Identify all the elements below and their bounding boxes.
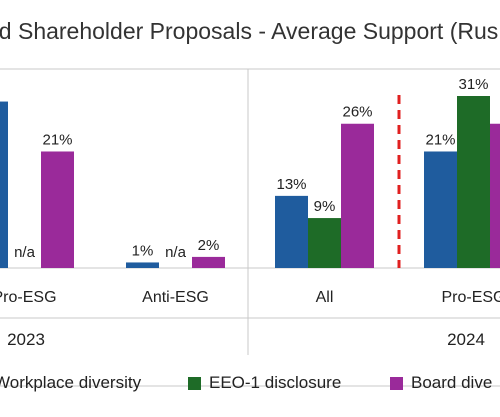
bar xyxy=(424,151,457,268)
data-label-na: n/a xyxy=(14,244,36,261)
chart-title: ed Shareholder Proposals - Average Suppo… xyxy=(0,18,499,44)
bar xyxy=(457,96,490,268)
category-label: All xyxy=(316,289,334,306)
year-label: 2023 xyxy=(7,330,45,349)
data-label-layer: %n/a21%1%n/a2%13%9%26%21%31%2 xyxy=(14,76,488,261)
bar xyxy=(308,218,341,268)
data-label: 13% xyxy=(276,176,306,193)
legend-item-eeo1-disclosure: EEO-1 disclosure xyxy=(188,373,341,393)
legend-swatch xyxy=(390,376,403,390)
legend-item-board-diversity: Board dive xyxy=(390,373,492,393)
legend-label: EEO-1 disclosure xyxy=(209,373,342,392)
category-label: Pro-ESG xyxy=(0,289,57,306)
data-label: 21% xyxy=(425,131,455,148)
legend-swatch xyxy=(188,376,201,390)
legend-label: Board dive xyxy=(411,373,493,392)
bar xyxy=(490,123,500,268)
category-label: Pro-ESG xyxy=(441,289,500,306)
data-label: 26% xyxy=(342,104,372,121)
data-label: 2% xyxy=(198,237,220,254)
bar xyxy=(0,101,8,268)
category-label-layer: Pro-ESG Anti-ESG All Pro-ESG 2023 2024 xyxy=(0,289,500,349)
data-label-na: n/a xyxy=(165,244,187,261)
legend-label: Workplace diversity xyxy=(0,373,142,392)
data-label: 9% xyxy=(314,198,336,215)
legend-item-workplace-diversity: Workplace diversity xyxy=(0,373,141,393)
chart-frame xyxy=(0,68,500,387)
bar xyxy=(275,195,308,268)
bar xyxy=(126,262,159,268)
category-label: Anti-ESG xyxy=(142,289,209,306)
data-label: 31% xyxy=(458,76,488,93)
data-label: 1% xyxy=(132,242,154,259)
year-label: 2024 xyxy=(447,330,485,349)
bar xyxy=(192,256,225,268)
data-label: 21% xyxy=(42,131,72,148)
bar-layer xyxy=(0,96,500,268)
bar xyxy=(41,151,74,268)
bar xyxy=(341,123,374,268)
